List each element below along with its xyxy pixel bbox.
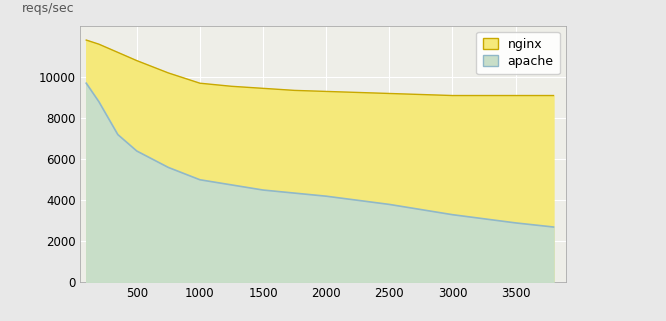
- Text: reqs/sec: reqs/sec: [21, 3, 74, 15]
- Legend: nginx, apache: nginx, apache: [476, 32, 560, 74]
